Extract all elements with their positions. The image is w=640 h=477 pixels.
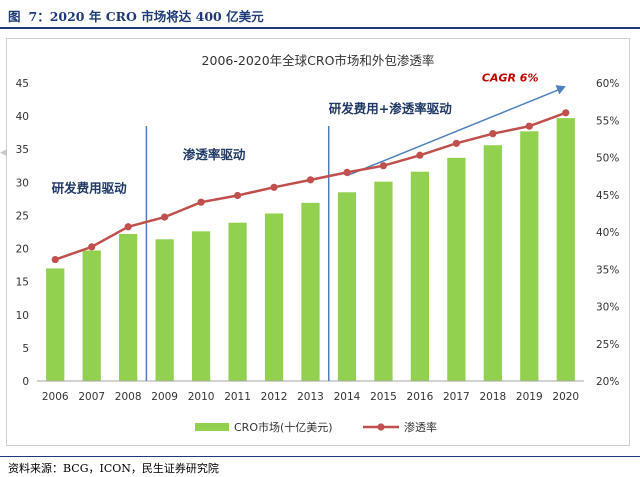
line-point [51,255,59,264]
trend-arrow-line [346,88,561,177]
legend-label-bar: CRO市场(十亿美元) [234,420,333,434]
line-point [452,139,460,147]
bar [191,231,211,381]
annotations: 研发费用驱动 渗透率驱动 研发费用+渗透率驱动 CAGR 6% [52,72,539,196]
left-tick-label: 40 [16,111,29,123]
right-tick-label: 55% [596,115,619,127]
annotation-label: 研发费用+渗透率驱动 [329,101,452,116]
x-tick-label: 2006 [42,391,69,403]
trend-arrow-head [555,85,566,95]
x-tick-label: 2012 [261,391,288,403]
annotation-label: CAGR 6% [482,72,539,85]
left-tick-label: 10 [16,310,29,322]
line-series [51,109,570,264]
figure-number-title: 7：2020 年 CRO 市场将达 400 亿美元 [28,9,264,24]
bar [228,222,247,381]
left-tick-label: 30 [16,177,29,189]
x-tick-label: 2018 [479,391,506,403]
line-point [233,191,242,200]
x-tick-label: 2017 [443,391,470,403]
x-tick-label: 2016 [407,391,434,403]
trend-arrow [346,85,566,177]
line-point [197,198,205,206]
line-point [270,183,278,191]
bar [374,181,393,381]
chart-canvas: 2006-2020年全球CRO市场和外包渗透率 0 5 10 15 20 25 30 35 40… [16,53,620,434]
bar [301,202,320,381]
line-point [562,109,570,117]
right-tick-label: 20% [596,376,619,388]
right-tick-label: 45% [596,190,619,202]
x-tick-label: 2013 [297,391,324,403]
x-axis: 2006 2007 2008 2009 2010 2011 2012 2013 2014 2015… [37,380,584,403]
x-tick-label: 2015 [370,391,397,403]
legend-swatch-point [377,423,385,431]
x-tick-label: 2008 [115,391,142,403]
right-tick-label: 30% [596,302,619,314]
left-chevron-icon: ◀ [0,148,7,158]
bar [337,192,357,381]
bar-series [46,118,575,381]
left-tick-label: 15 [16,277,29,289]
chart-frame: 2006-2020年全球CRO市场和外包渗透率 0 5 10 15 20 25 30 35 40… [6,38,630,446]
left-tick-label: 5 [22,343,29,355]
bar [264,213,284,381]
line-point [306,176,315,184]
bar [46,268,65,381]
figure-caption: 图 7：2020 年 CRO 市场将达 400 亿美元 [8,6,264,25]
chart-title: 2006-2020年全球CRO市场和外包渗透率 [202,53,435,68]
x-tick-label: 2007 [78,391,105,403]
left-tick-label: 25 [16,210,29,222]
phase-dividers [145,126,330,381]
x-tick-label: 2020 [552,391,579,403]
line-point [124,223,132,231]
bar [82,250,101,381]
annotation-label: 研发费用驱动 [52,180,128,195]
bar [155,239,174,381]
line-point [88,243,96,251]
bar [520,131,539,381]
line-point [416,151,424,159]
legend-label-line: 渗透率 [404,420,437,434]
x-tick-label: 2014 [334,391,361,403]
legend-swatch-bar [195,423,229,431]
right-tick-label: 35% [596,264,619,276]
right-tick-label: 25% [596,339,619,351]
right-tick-label: 40% [596,227,619,239]
source-rule [0,456,640,457]
x-tick-label: 2011 [224,391,251,403]
bar [447,157,466,381]
caption-rule [0,27,640,29]
bar [556,118,575,381]
annotation-label: 渗透率驱动 [183,147,246,162]
source-note: 资料来源：BCG，ICON，民生证券研究院 [8,462,219,475]
figure-label: 图 [8,9,21,24]
line-point [379,162,388,170]
line-point [343,168,351,176]
left-axis: 0 5 10 15 20 25 30 35 40 45 [16,78,29,388]
left-tick-label: 0 [22,376,29,388]
x-tick-label: 2009 [151,391,178,403]
line-point [525,122,533,130]
left-tick-label: 20 [16,244,29,256]
line-point [489,130,497,138]
bar [119,233,138,381]
bar [483,145,502,381]
right-tick-label: 60% [596,78,619,90]
x-tick-label: 2010 [188,391,215,403]
line-point [161,213,169,221]
right-axis: 20% 25% 30% 35% 40% 45% 50% 55% 60% [596,78,619,388]
left-tick-label: 45 [16,78,29,90]
legend: CRO市场(十亿美元) 渗透率 [195,420,437,434]
x-tick-label: 2019 [516,391,543,403]
right-tick-label: 50% [596,153,619,165]
left-tick-label: 35 [16,144,29,156]
bar [410,171,430,381]
